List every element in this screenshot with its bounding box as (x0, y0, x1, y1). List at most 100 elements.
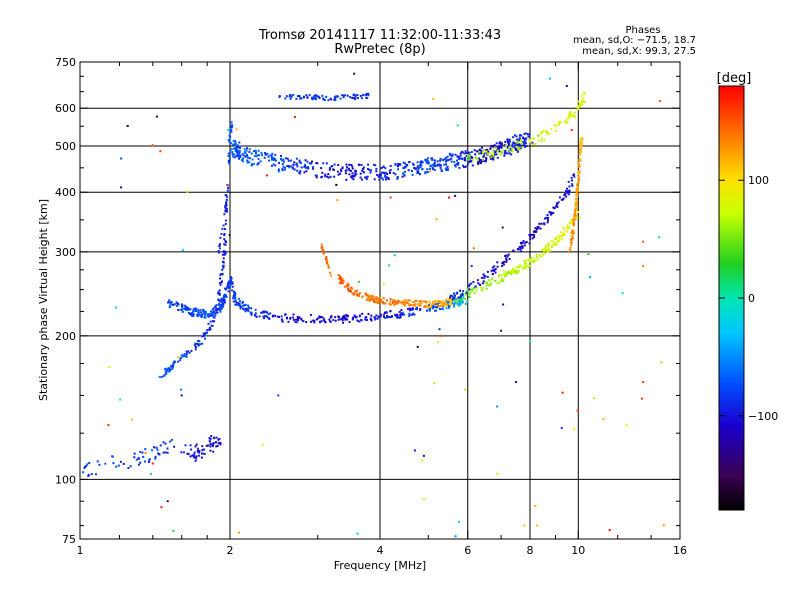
echo-point (505, 260, 508, 263)
echo-point (223, 253, 226, 256)
echo-point (556, 203, 559, 206)
echo-point (202, 308, 204, 311)
echo-point (331, 165, 334, 167)
echo-point (224, 243, 227, 246)
echo-point (579, 104, 581, 106)
echo-point (566, 187, 568, 190)
echo-point (209, 443, 212, 445)
echo-point (224, 205, 227, 208)
echo-point (324, 258, 327, 260)
echo-point (565, 85, 568, 87)
echo-point (406, 301, 409, 304)
echo-point (513, 134, 516, 137)
echo-point (417, 168, 420, 171)
echo-point (346, 282, 349, 285)
echo-point (573, 216, 576, 219)
echo-point (218, 305, 221, 308)
echo-point (517, 141, 520, 144)
echo-point (220, 305, 223, 308)
echo-point (493, 268, 496, 271)
echo-point (394, 163, 397, 166)
echo-point (246, 307, 249, 310)
echo-point (299, 170, 302, 173)
echo-point (281, 163, 284, 166)
echo-point (472, 159, 475, 162)
echo-point (215, 445, 218, 448)
echo-point (560, 231, 563, 234)
echo-point (574, 209, 576, 212)
echo-point (233, 156, 236, 159)
echo-point (280, 318, 283, 321)
echo-point (401, 311, 404, 314)
echo-point (593, 396, 596, 399)
echo-point (580, 140, 583, 143)
echo-point (572, 114, 575, 117)
echo-point (260, 311, 263, 314)
echo-point (530, 233, 533, 236)
echo-point (383, 315, 385, 318)
echo-point (264, 152, 266, 154)
echo-point (457, 521, 460, 523)
echo-point (386, 314, 388, 317)
echo-point (96, 460, 99, 463)
echo-point (222, 300, 225, 303)
echo-point (310, 313, 312, 316)
echo-point (568, 227, 570, 230)
echo-point (264, 153, 267, 156)
echo-point (296, 169, 299, 172)
echo-point (418, 300, 421, 303)
echo-point (420, 160, 423, 163)
echo-point (436, 306, 439, 309)
echo-point (453, 302, 456, 305)
echo-point (319, 316, 322, 319)
echo-point (396, 302, 399, 305)
echo-point (217, 442, 220, 445)
echo-point (503, 270, 506, 273)
echo-point (459, 289, 461, 292)
echo-point (457, 296, 460, 299)
echo-point (642, 265, 645, 268)
echo-point (568, 193, 571, 196)
echo-point (149, 473, 152, 476)
echo-point (171, 303, 174, 306)
echo-point (509, 148, 512, 151)
echo-point (154, 457, 157, 460)
echo-point (251, 158, 254, 161)
echo-point (255, 152, 257, 155)
echo-point (461, 151, 464, 154)
echo-point (572, 219, 575, 222)
echo-point (214, 312, 217, 315)
echo-point (435, 304, 438, 307)
echo-point (88, 462, 91, 464)
echo-point (576, 409, 579, 412)
echo-point (294, 320, 297, 323)
echo-point (375, 314, 378, 317)
echo-point (420, 164, 423, 167)
echo-point (424, 158, 427, 161)
echo-point (399, 313, 402, 316)
echo-point (455, 297, 458, 300)
echo-point (210, 314, 213, 317)
echo-point (348, 173, 351, 176)
echo-point (445, 159, 448, 162)
echo-point (538, 254, 541, 257)
echo-point (516, 150, 519, 153)
echo-point (299, 97, 302, 100)
echo-point (185, 350, 188, 353)
echo-point (434, 306, 437, 309)
echo-point (370, 169, 373, 172)
echo-point (477, 282, 480, 285)
echo-point (322, 250, 325, 253)
echo-point (217, 292, 220, 295)
echo-point (183, 304, 186, 307)
echo-point (461, 292, 464, 295)
echo-point (532, 137, 535, 140)
echo-point (368, 298, 371, 301)
echo-point (221, 299, 224, 302)
echo-point (386, 316, 389, 319)
echo-point (571, 183, 574, 186)
echo-point (583, 92, 586, 95)
echo-point (293, 168, 296, 171)
echo-point (288, 166, 291, 169)
echo-point (468, 283, 471, 286)
